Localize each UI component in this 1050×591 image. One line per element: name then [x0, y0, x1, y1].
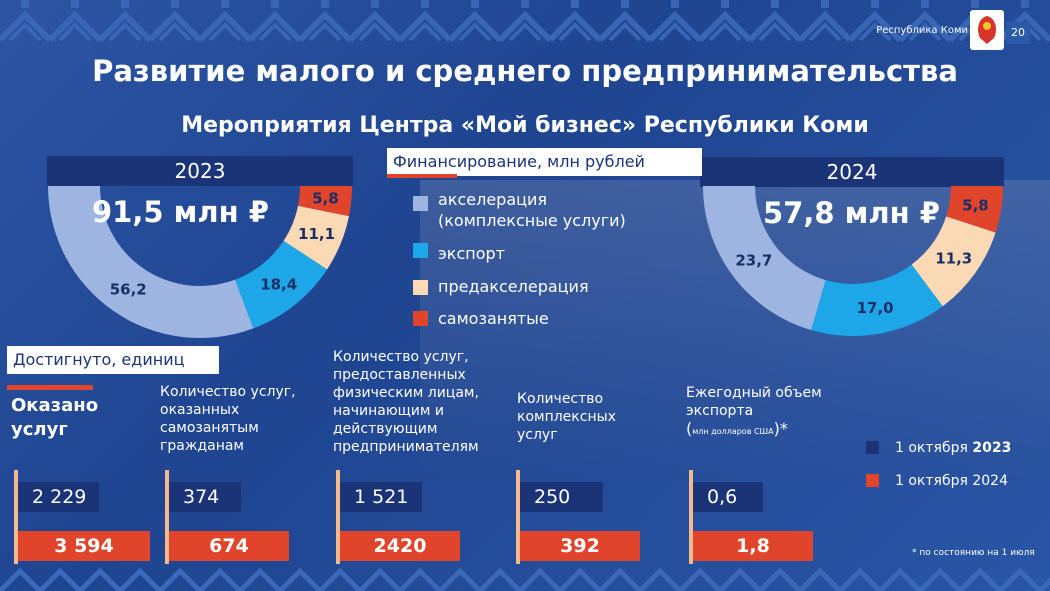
export-unit-close: )*: [773, 419, 788, 438]
year-2023-header: 2023: [47, 156, 353, 186]
legend-swatch-acceleration: [413, 196, 428, 211]
donut-2023-slice-label-0: 56,2: [110, 281, 147, 299]
legend-export: экспорт: [438, 244, 505, 263]
achieved-label: Достигнуто, единиц: [7, 346, 219, 374]
donut-2024-slice-3: [946, 186, 1003, 233]
bar-axis-line: [516, 470, 520, 564]
column-label-complex: Количество комплексных услуг: [517, 391, 616, 443]
financing-label: Финансирование, млн рублей: [387, 148, 702, 176]
bar-legend-2024: 1 октября 2024: [895, 473, 1008, 489]
donut-2024-slice-label-1: 17,0: [857, 299, 894, 317]
donut-2023-slice-2: [283, 205, 349, 270]
bar-legend-swatch-2024: [866, 474, 879, 487]
legend-selfemployed: самозанятые: [438, 309, 549, 328]
donut-chart-2024: 23,7 17,0 11,3 5,8: [703, 186, 1003, 336]
ornament-bottom: [0, 563, 1050, 591]
export-unit-open: (: [686, 419, 693, 438]
total-2023: 91,5 млн ₽: [92, 195, 269, 229]
donut-2023-slice-label-3: 5,8: [312, 190, 339, 208]
export-title: Ежегодный объем экспорта: [686, 385, 822, 419]
donut-chart-2023: 56,2 18,4 11,1 5,8: [48, 186, 352, 339]
column-label-selfemployed: Количество услуг, оказанных самозанятым …: [160, 384, 296, 454]
bar-axis-line: [689, 470, 693, 564]
donut-2024-slice-0: [703, 186, 826, 331]
bar-2024: 674: [169, 531, 289, 561]
legend-swatch-preacceleration: [413, 280, 428, 295]
legend-swatch-selfemployed: [413, 311, 428, 326]
legend-acceleration: акселерация: [438, 190, 548, 209]
legend-swatch-export: [413, 243, 428, 258]
column-label-services-total: Оказано услуг: [11, 395, 99, 440]
bar-2024: 1,8: [693, 531, 813, 561]
donut-2024-slice-label-0: 23,7: [735, 251, 772, 269]
bar-2024: 3 594: [18, 531, 150, 561]
bar-legend-swatch-2023: [866, 441, 879, 454]
bar-2024: 392: [520, 531, 640, 561]
donut-2023-slice-label-2: 11,1: [298, 225, 335, 243]
column-label-individuals: Количество услуг, предоставленных физиче…: [333, 349, 479, 455]
bar-legend-2023-prefix: 1 октября: [895, 440, 973, 456]
donut-2024-slice-1: [811, 264, 943, 336]
donut-2023-slice-label-1: 18,4: [260, 275, 297, 293]
export-unit: млн долларов США: [692, 427, 774, 436]
legend-preacceleration: предакселерация: [438, 277, 589, 296]
achieved-underline: [7, 385, 93, 390]
bar-2024: 2420: [340, 531, 460, 561]
financing-underline: [387, 174, 457, 178]
legend-acceleration-sub: (комплексные услуги): [438, 211, 626, 230]
donut-2023-slice-0: [48, 186, 254, 339]
page-number: 20: [1006, 22, 1030, 44]
year-2024-header: 2024: [700, 157, 1004, 187]
bar-2023: 250: [520, 482, 603, 512]
page-title: Развитие малого и среднего предпринимате…: [92, 54, 958, 88]
bar-axis-line: [336, 470, 340, 564]
bar-2023: 1 521: [340, 482, 422, 512]
total-2024: 57,8 млн ₽: [763, 196, 940, 230]
footnote: * по состоянию на 1 июля: [912, 548, 1035, 558]
donut-2024-slice-2: [911, 216, 996, 307]
region-label: Республика Коми: [876, 25, 968, 36]
bar-axis-line: [165, 470, 169, 564]
donut-2023-slice-1: [235, 240, 328, 329]
donut-2024-slice-label-2: 11,3: [935, 249, 972, 267]
bar-2023: 2 229: [18, 482, 99, 512]
bar-axis-line: [14, 470, 18, 564]
ornament-top: [0, 0, 1050, 55]
bar-2023: 374: [169, 482, 241, 512]
donut-2023-slice-3: [298, 186, 352, 217]
column-label-export: Ежегодный объем экспорта (млн долларов С…: [686, 384, 836, 441]
page-subtitle: Мероприятия Центра «Мой бизнес» Республи…: [181, 113, 869, 138]
bar-2023: 0,6: [693, 482, 763, 512]
bar-legend-2023: 1 октября 2023: [895, 440, 1011, 456]
komi-emblem-icon: [970, 10, 1004, 50]
bar-legend-2023-year: 2023: [972, 440, 1012, 456]
donut-2024-slice-label-3: 5,8: [962, 196, 989, 214]
